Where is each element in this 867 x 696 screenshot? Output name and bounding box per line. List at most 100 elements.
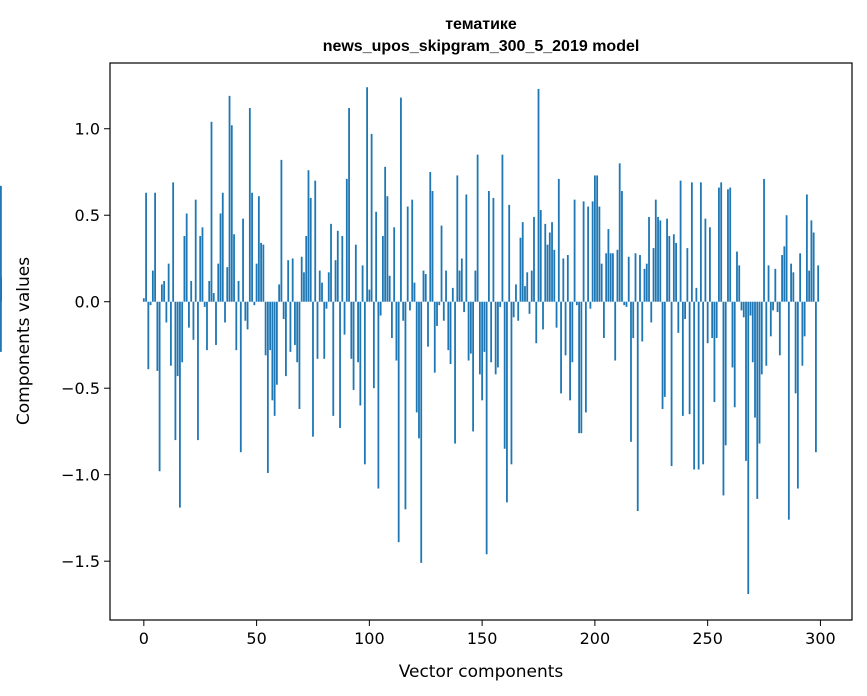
bar	[197, 301, 199, 441]
bar	[569, 301, 571, 401]
bar	[447, 301, 450, 351]
bar	[314, 180, 317, 302]
bar	[257, 196, 260, 302]
bar	[740, 301, 743, 311]
bar	[361, 265, 364, 302]
bar	[763, 178, 765, 302]
bar	[305, 235, 308, 302]
bar	[627, 256, 630, 302]
bar	[589, 301, 592, 309]
bar	[575, 301, 578, 306]
bar	[190, 280, 193, 302]
x-tick-label: 300	[805, 629, 836, 648]
bar	[490, 301, 493, 363]
bar	[751, 301, 754, 363]
bar	[711, 301, 714, 339]
bar	[736, 251, 738, 302]
chart-title: тематике	[445, 16, 517, 33]
bar	[497, 301, 499, 368]
y-axis-label: Components values	[14, 257, 34, 425]
bar	[720, 182, 723, 302]
bar	[699, 182, 702, 302]
bar	[384, 166, 387, 302]
bar	[634, 253, 637, 302]
bar	[661, 301, 664, 409]
bar	[285, 301, 287, 377]
bar	[176, 301, 179, 377]
bar	[397, 301, 400, 543]
bar	[280, 159, 283, 302]
bar	[533, 216, 535, 302]
bar	[690, 182, 693, 302]
bar	[805, 194, 808, 302]
bar	[630, 301, 632, 442]
x-tick-label: 50	[246, 629, 266, 648]
bar	[156, 301, 159, 371]
bar	[224, 301, 226, 323]
bar	[681, 301, 684, 416]
bar	[192, 301, 195, 340]
bar	[454, 301, 456, 444]
bar	[501, 154, 504, 302]
bar	[294, 301, 296, 345]
bar	[179, 301, 181, 508]
bar	[571, 301, 574, 363]
bar	[451, 287, 454, 302]
x-tick-label: 150	[467, 629, 498, 648]
bar	[544, 223, 547, 302]
bar	[145, 192, 147, 302]
bar	[458, 270, 461, 302]
bar	[641, 301, 644, 342]
chart-subtitle: news_upos_skipgram_300_5_2019 model	[323, 38, 640, 55]
bar	[760, 301, 763, 375]
bar	[481, 301, 484, 401]
bar	[442, 301, 445, 321]
bar	[506, 301, 508, 503]
bar	[553, 249, 556, 302]
bar	[321, 282, 323, 302]
bar	[318, 270, 321, 302]
bar	[632, 301, 635, 339]
bar	[580, 301, 583, 434]
bar	[172, 182, 175, 302]
y-tick-label: −1.0	[61, 466, 100, 485]
x-tick-label: 100	[354, 629, 385, 648]
bar	[449, 301, 452, 364]
bar	[174, 301, 177, 441]
bar	[776, 301, 779, 313]
bar	[282, 301, 285, 320]
bar	[598, 206, 601, 302]
bar	[201, 227, 204, 302]
bar	[521, 222, 524, 302]
bar	[566, 255, 569, 302]
bar	[0, 185, 2, 302]
bar	[555, 301, 558, 328]
bar	[169, 301, 172, 366]
bar	[573, 199, 576, 302]
bar	[648, 216, 650, 302]
bar	[183, 235, 186, 302]
bar	[758, 301, 761, 444]
bar	[542, 301, 544, 330]
bar	[291, 258, 294, 302]
bar	[226, 267, 229, 302]
x-tick-label: 250	[692, 629, 723, 648]
bar	[185, 213, 188, 302]
bar	[255, 263, 258, 302]
bar	[765, 301, 768, 366]
bar	[260, 242, 262, 302]
bar	[810, 220, 813, 302]
bar	[729, 187, 732, 302]
bar	[697, 301, 700, 470]
bar	[433, 301, 436, 373]
bar	[158, 301, 161, 472]
bar	[621, 191, 623, 302]
bar	[524, 286, 526, 302]
bar	[515, 284, 517, 302]
bar	[472, 301, 474, 432]
bar	[560, 301, 562, 394]
bar	[334, 260, 337, 302]
bar	[278, 284, 281, 302]
bar	[181, 301, 184, 363]
bar	[359, 301, 362, 406]
